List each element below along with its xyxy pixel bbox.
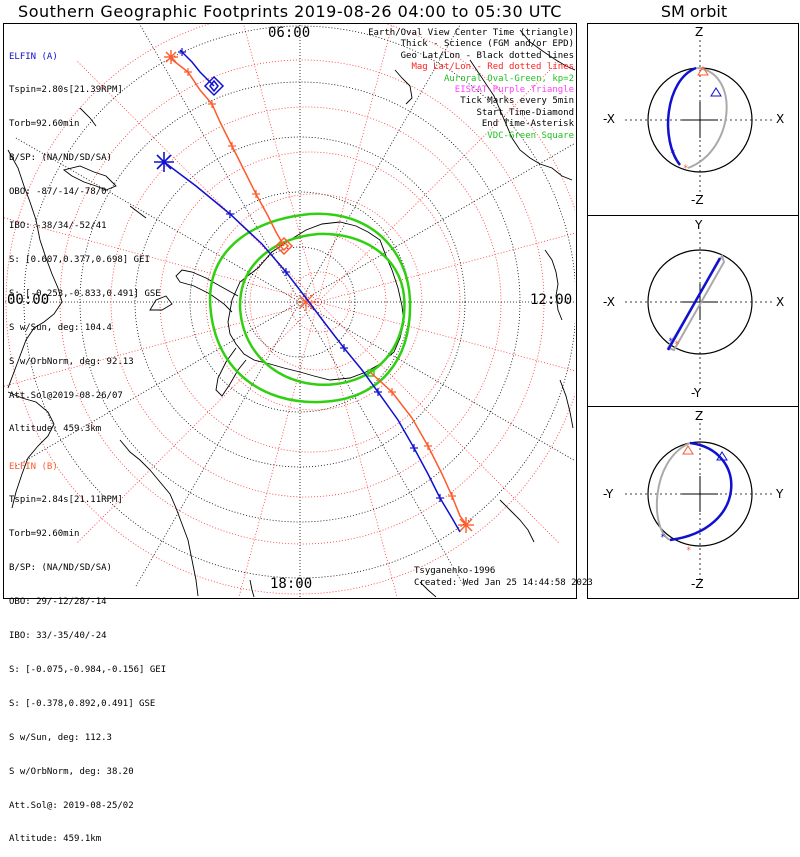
orbit3-right-label: Y [776, 487, 784, 501]
created-timestamp: Created: Wed Jan 25 14:44:58 2023 [414, 578, 593, 588]
geo-longitude-line [299, 301, 575, 462]
geo-longitude-lines [4, 24, 575, 597]
elfin-a-line: S w/Sun, deg: 104.4 [9, 322, 112, 333]
hour-label-bottom: 18:00 [270, 576, 313, 592]
geo-longitude-line [134, 301, 301, 588]
elfin-b-title: ELFIN (B) [9, 461, 58, 472]
orbit2-top-label: Y [695, 218, 703, 232]
orbit-panel-title: SM orbit [660, 2, 728, 21]
orbit3-left-label: -Y [603, 487, 614, 501]
elfin-a-title: ELFIN (A) [9, 51, 58, 62]
mag-longitude-line [243, 24, 319, 303]
elfin-b-line: Att.Sol@: 2019-08-25/02 [9, 800, 134, 811]
legend-item: Geo Lat/Lon - Black dotted lines [400, 50, 574, 61]
elfin-a-line: B/SP: (NA/ND/SD/SA) [9, 153, 112, 164]
elfin-b-line: Altitude: 459.1km [9, 834, 102, 845]
mag-longitude-line [317, 301, 559, 543]
geo-longitude-line [139, 24, 301, 303]
orbit1-bottom-label: -Z [691, 193, 704, 207]
orbit3-bottom-label: -Z [691, 577, 704, 591]
hour-label-top: 06:00 [268, 25, 311, 41]
elfin-a-end-asterisk [154, 152, 174, 172]
elfin-a-info: ELFIN (A) Tspin=2.80s[21.39RPM] Torb=92.… [9, 29, 161, 447]
polar-footprint-map [4, 24, 575, 597]
elfin-a-line: IBO: -38/34/-52/41 [9, 221, 107, 232]
legend-item: End Time-Asterisk [481, 119, 574, 130]
elfin-b-line: Torb=92.60min [9, 529, 80, 540]
legend-item: Auroral Oval-Green, kp=2 [443, 73, 574, 84]
elfin-a-start-diamond [203, 75, 225, 97]
hour-label-left: 00:00 [7, 292, 50, 308]
elfin-a-line: S: [0.607,0.377,0.698] GEI [9, 254, 150, 265]
legend: Earth/Oval View Center Time (triangle) T… [368, 28, 574, 142]
elfin-b-line: Tspin=2.84s[21.11RPM] [9, 495, 123, 506]
elfin-a-line: Altitude: 459.3km [9, 424, 102, 435]
elfin-b-tick-marks [184, 68, 456, 500]
elfin-b-line: OBO: 29/-12/28/-14 [9, 597, 107, 608]
geo-longitude-line [299, 301, 466, 588]
elfin-b-line: S w/Sun, deg: 112.3 [9, 732, 112, 743]
legend-item: EISCAT-Purple Triangle [454, 85, 574, 96]
orbit1-left-label: -X [603, 112, 615, 126]
mag-latlon-grid [5, 24, 575, 595]
mag-longitude-line [317, 301, 398, 597]
antarctica-coastline [7, 29, 575, 597]
elfin-a-tick-marks [178, 48, 444, 502]
legend-item: Tick Marks every 5min [460, 96, 574, 107]
model-credit: Tsyganenko-1996 [414, 566, 496, 576]
vdc-green-square [367, 369, 375, 377]
hour-label-right: 12:00 [530, 292, 573, 308]
page-title: Southern Geographic Footprints 2019-08-2… [18, 2, 562, 21]
view-center-marker [297, 293, 315, 311]
orbit2-right-label: X [776, 295, 785, 309]
orbit-panel-divider [587, 406, 799, 407]
geo-longitude-line [299, 142, 575, 303]
orbit-panel-divider [587, 215, 799, 216]
legend-item: Mag Lat/Lon - Red dotted lines [411, 62, 574, 73]
elfin-b-line: S: [-0.378,0.892,0.491] GSE [9, 698, 156, 709]
orbit2-left-label: -X [603, 295, 615, 309]
elfin-b-info: ELFIN (B) Tspin=2.84s[21.11RPM] Torb=92.… [9, 439, 166, 857]
legend-item: Earth/Oval View Center Time (triangle) [368, 28, 574, 38]
elfin-a-line: OBO: -87/-14/-78/0 [9, 187, 107, 198]
geo-longitude-line [299, 24, 461, 303]
footprint-map-frame [3, 23, 577, 599]
elfin-a-line: S: [-0.253,-0.833,0.491] GSE [9, 288, 161, 299]
legend-item: VDC-Green Square [487, 130, 574, 141]
elfin-b-line: IBO: 33/-35/40/-24 [9, 631, 107, 642]
orbit3-top-label: Z [695, 409, 704, 423]
orbit-panel-frame [587, 23, 799, 599]
legend-item: Thick - Science (FGM and/or EPD) [400, 39, 574, 50]
elfin-a-line: Tspin=2.80s[21.39RPM] [9, 85, 123, 96]
orbit1-top-label: Z [695, 25, 704, 39]
elfin-a-line: S w/OrbNorm, deg: 92.13 [9, 356, 134, 367]
elfin-b-line: S w/OrbNorm, deg: 38.20 [9, 766, 134, 777]
elfin-a-line: Torb=92.60min [9, 119, 80, 130]
elfin-b-start-diamond [274, 236, 294, 256]
legend-item: Start Time-Diamond [476, 107, 574, 118]
elfin-b-line: S: [-0.075,-0.984,-0.156] GEI [9, 664, 167, 675]
orbit2-bottom-label: -Y [691, 386, 702, 400]
elfin-a-line: Att.Sol@2019-08-26/07 [9, 390, 123, 401]
orbit1-right-label: X [776, 112, 785, 126]
geo-longitude-line [14, 136, 301, 303]
elfin-b-line: B/SP: (NA/ND/SD/SA) [9, 563, 112, 574]
geo-longitude-line [14, 301, 301, 468]
auroral-oval [208, 212, 412, 404]
elfin-b-end-asterisk [164, 50, 474, 533]
